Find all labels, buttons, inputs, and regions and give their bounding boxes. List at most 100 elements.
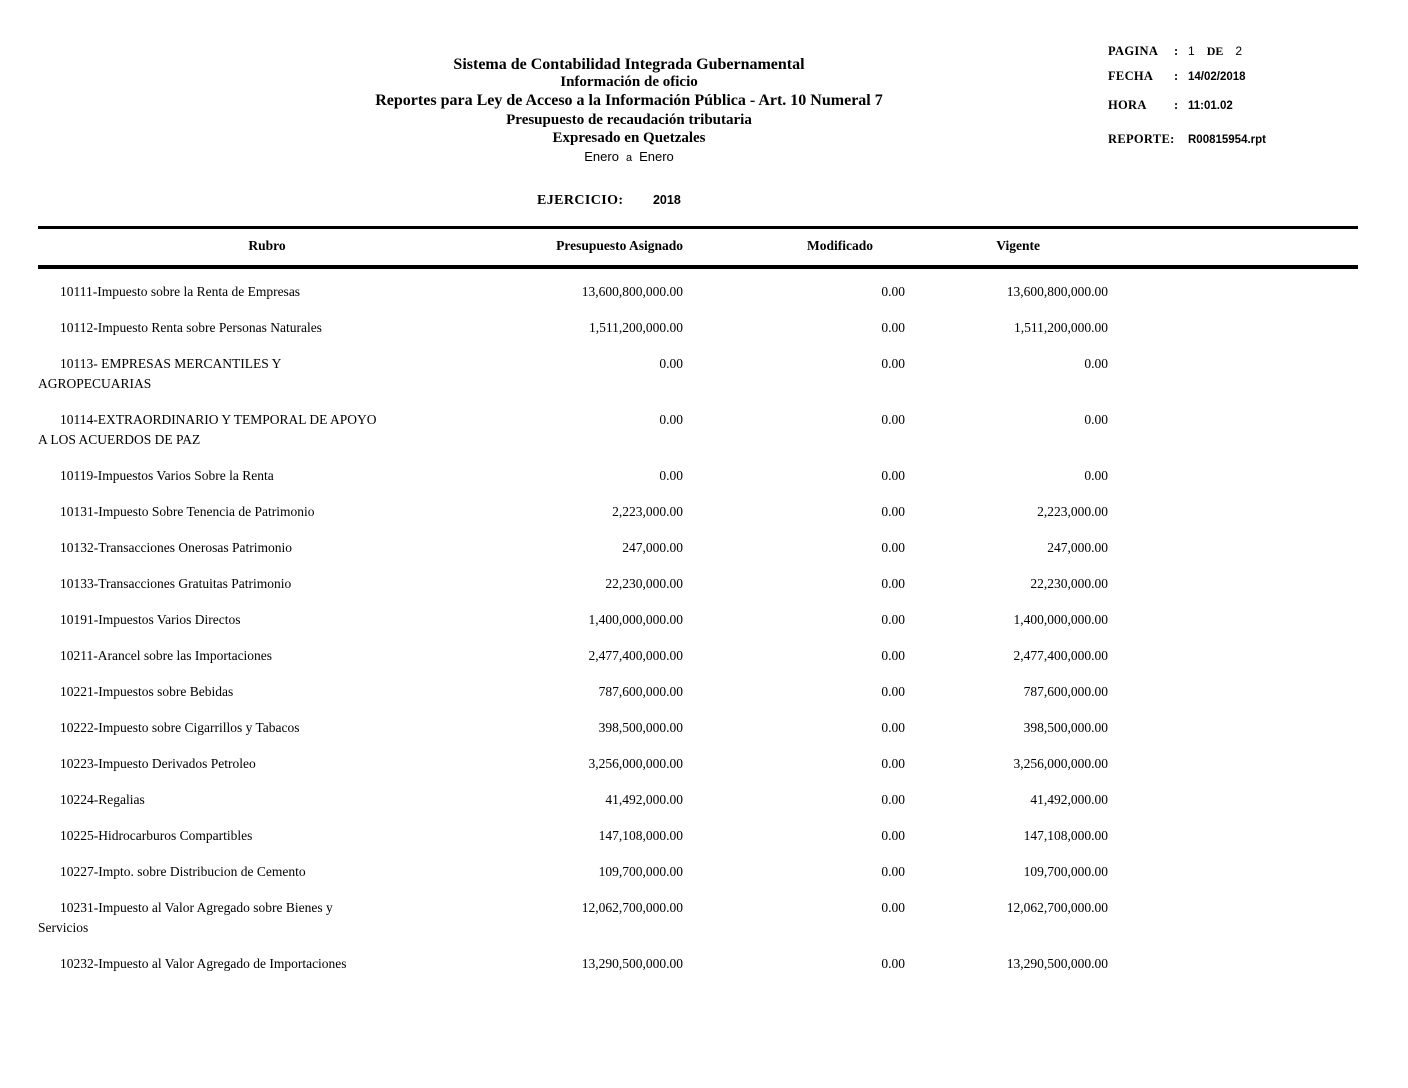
modificado-cell: 0.00 (881, 900, 905, 915)
reporte-label: REPORTE: (1108, 132, 1175, 146)
asignado-cell: 2,477,400,000.00 (588, 648, 684, 663)
rubro-text: 10221-Impuestos sobre Bebidas (60, 684, 234, 699)
report-table-head: Rubro Presupuesto Asignado Modificado Vi… (38, 226, 1358, 269)
rubro-cell: 10222-Impuesto sobre Cigarrillos y Tabac… (38, 705, 496, 741)
vigente-cell: 12,062,700,000.00 (1006, 900, 1108, 915)
report-title-block: Sistema de Contabilidad Integrada Gubern… (254, 55, 1004, 168)
filler-cell (1108, 669, 1358, 705)
rubro-cell: 10223-Impuesto Derivados Petroleo (38, 741, 496, 777)
vigente-cell: 3,256,000,000.00 (1013, 756, 1109, 771)
rubro-cell: 10231-Impuesto al Valor Agregado sobre B… (38, 885, 496, 941)
asignado-cell: 398,500,000.00 (598, 720, 683, 735)
modificado-cell: 0.00 (881, 468, 905, 483)
asignado-cell: 22,230,000.00 (605, 576, 683, 591)
vigente-cell: 2,223,000.00 (1037, 504, 1108, 519)
filler-cell (1108, 849, 1358, 885)
rubro-text: 10132-Transacciones Onerosas Patrimonio (60, 540, 292, 555)
rubro-text: 10222-Impuesto sobre Cigarrillos y Tabac… (60, 720, 300, 735)
asignado-cell: 147,108,000.00 (598, 828, 683, 843)
modificado-cell: 0.00 (881, 956, 905, 971)
table-row: 10223-Impuesto Derivados Petroleo 3,256,0… (38, 741, 1358, 777)
table-row: 10222-Impuesto sobre Cigarrillos y Tabac… (38, 705, 1358, 741)
pagina-value: 1 (1188, 44, 1195, 58)
vigente-cell: 109,700,000.00 (1023, 864, 1108, 879)
rubro-cell: 10211-Arancel sobre las Importaciones (38, 633, 496, 669)
pagina-label: PAGINA (1108, 44, 1159, 58)
table-row: 10112-Impuesto Renta sobre Personas Natu… (38, 305, 1358, 341)
column-header-rubro: Rubro (38, 226, 496, 269)
subtitle-presupuesto-recaudacion: Presupuesto de recaudación tributaria (506, 112, 752, 128)
vigente-cell: 0.00 (1084, 356, 1108, 371)
rubro-text: 10191-Impuestos Varios Directos (60, 612, 241, 627)
rubro-text: 10112-Impuesto Renta sobre Personas Natu… (60, 320, 322, 335)
asignado-cell: 12,062,700,000.00 (581, 900, 683, 915)
rubro-text: 10211-Arancel sobre las Importaciones (60, 648, 273, 663)
vigente-cell: 22,230,000.00 (1030, 576, 1108, 591)
table-row: 10211-Arancel sobre las Importaciones 2,4… (38, 633, 1358, 669)
rubro-text: 10224-Regalias (60, 792, 145, 807)
modificado-cell: 0.00 (881, 540, 905, 555)
ejercicio-label: EJERCICIO: (537, 193, 624, 208)
rubro-text-continuation: AGROPECUARIAS (38, 376, 152, 391)
table-row: 10131-Impuesto Sobre Tenencia de Patrimo… (38, 489, 1358, 525)
table-row: 10224-Regalias 41,492,000.00 0.00 41,492,00… (38, 777, 1358, 813)
modificado-cell: 0.00 (881, 864, 905, 879)
filler-cell (1108, 941, 1358, 977)
period-to: Enero (639, 149, 674, 164)
pagina-total: 2 (1235, 44, 1243, 58)
column-header-vigente: Vigente (905, 226, 1108, 269)
modificado-cell: 0.00 (881, 412, 905, 427)
table-row: 10191-Impuestos Varios Directos 1,400,000… (38, 597, 1358, 633)
vigente-cell: 0.00 (1084, 412, 1108, 427)
rubro-text: 10232-Impuesto al Valor Agregado de Impo… (60, 956, 347, 971)
meta-hora-row: HORA : 11:01.02 (1108, 98, 1388, 114)
table-row: 10119-Impuestos Varios Sobre la Renta 0.0… (38, 453, 1358, 489)
subtitle-ley-acceso: Reportes para Ley de Acceso a la Informa… (375, 92, 883, 109)
rubro-text: 10225-Hidrocarburos Compartibles (60, 828, 253, 843)
rubro-cell: 10191-Impuestos Varios Directos (38, 597, 496, 633)
rubro-cell: 10224-Regalias (38, 777, 496, 813)
filler-cell (1108, 397, 1358, 453)
filler-cell (1108, 777, 1358, 813)
table-row: 10133-Transacciones Gratuitas Patrimonio… (38, 561, 1358, 597)
rubro-text: 10131-Impuesto Sobre Tenencia de Patrimo… (60, 504, 315, 519)
rubro-cell: 10225-Hidrocarburos Compartibles (38, 813, 496, 849)
fecha-label: FECHA (1108, 69, 1154, 83)
filler-cell (1108, 489, 1358, 525)
modificado-cell: 0.00 (881, 720, 905, 735)
asignado-cell: 41,492,000.00 (605, 792, 683, 807)
subtitle-expresado-quetzales: Expresado en Quetzales (552, 130, 706, 146)
report-table: Rubro Presupuesto Asignado Modificado Vi… (38, 226, 1358, 977)
fecha-value: 14/02/2018 (1188, 71, 1246, 83)
column-header-filler (1108, 226, 1358, 269)
rubro-text: 10113- EMPRESAS MERCANTILES Y (60, 356, 282, 371)
filler-cell (1108, 267, 1358, 305)
vigente-cell: 0.00 (1084, 468, 1108, 483)
rubro-cell: 10232-Impuesto al Valor Agregado de Impo… (38, 941, 496, 977)
filler-cell (1108, 561, 1358, 597)
asignado-cell: 109,700,000.00 (598, 864, 683, 879)
filler-cell (1108, 885, 1358, 941)
filler-cell (1108, 597, 1358, 633)
rubro-text: 10227-Impto. sobre Distribucion de Cemen… (60, 864, 306, 879)
vigente-cell: 787,600,000.00 (1023, 684, 1108, 699)
vigente-cell: 1,400,000,000.00 (1013, 612, 1109, 627)
pagina-de-label: DE (1206, 44, 1224, 58)
hora-value: 11:01.02 (1188, 100, 1233, 112)
pagina-separator: : (1174, 44, 1179, 58)
table-row: 10113- EMPRESAS MERCANTILES Y AGROPECUARI… (38, 341, 1358, 397)
vigente-cell: 2,477,400,000.00 (1013, 648, 1109, 663)
rubro-text: 10223-Impuesto Derivados Petroleo (60, 756, 256, 771)
subtitle-informacion-oficio: Información de oficio (560, 74, 698, 90)
table-row: 10111-Impuesto sobre la Renta de Empresa… (38, 267, 1358, 305)
filler-cell (1108, 705, 1358, 741)
table-row: 10227-Impto. sobre Distribucion de Cemen… (38, 849, 1358, 885)
asignado-cell: 1,400,000,000.00 (588, 612, 684, 627)
period-connector: a (625, 152, 633, 164)
filler-cell (1108, 341, 1358, 397)
asignado-cell: 13,290,500,000.00 (581, 956, 683, 971)
hora-separator: : (1174, 98, 1179, 112)
modificado-cell: 0.00 (881, 792, 905, 807)
modificado-cell: 0.00 (881, 320, 905, 335)
vigente-cell: 13,290,500,000.00 (1006, 956, 1108, 971)
